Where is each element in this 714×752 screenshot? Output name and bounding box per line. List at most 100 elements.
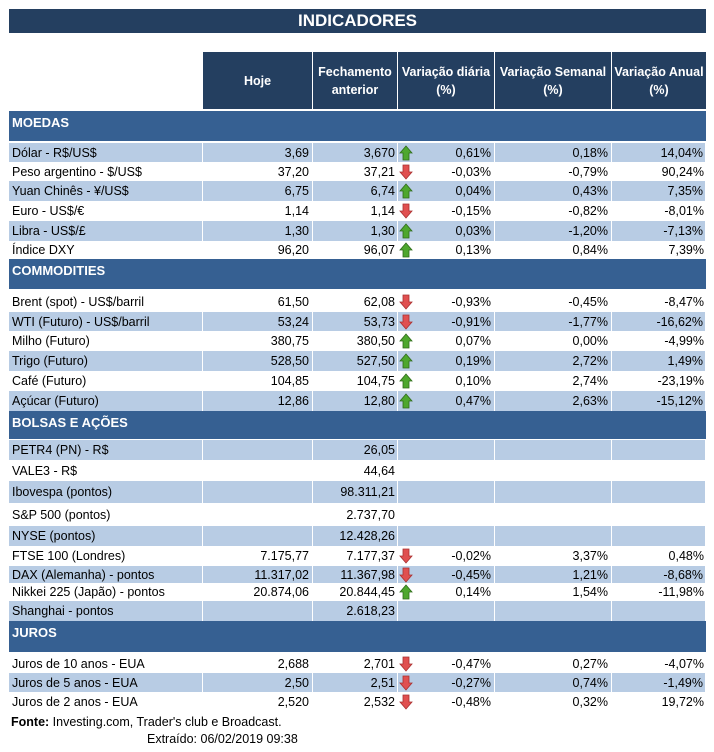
value-previous-close: 44,64 [313,460,398,481]
table-row: Euro - US$/€ 1,14 1,14 -0,15% -0,82% -8,01% [9,201,706,221]
indicator-name: Shanghai - pontos [9,601,203,621]
section-header: MOEDAS [9,111,706,142]
header-variacao-diaria: Variação diária (%) [398,52,495,109]
annual-change: 1,49% [612,351,706,371]
annual-change: -8,68% [612,566,706,583]
table-row: Índice DXY 96,20 96,07 0,13% 0,84% 7,39% [9,241,706,259]
value-today [203,440,313,460]
arrow-down-icon [399,548,413,564]
value-today [203,481,313,503]
weekly-change: 0,43% [495,181,612,201]
indicator-name: Índice DXY [9,241,203,259]
arrow-up-icon [399,223,413,239]
value-previous-close: 96,07 [313,241,398,259]
daily-change [398,601,495,621]
table-row: Brent (spot) - US$/barril 61,50 62,08 -0,93… [9,291,706,312]
annual-change: -7,13% [612,221,706,241]
page-title: INDICADORES [9,9,706,33]
indicator-name: Peso argentino - $/US$ [9,162,203,181]
value-today: 3,69 [203,143,313,162]
weekly-change: 2,63% [495,391,612,411]
indicator-name: Yuan Chinês - ¥/US$ [9,181,203,201]
weekly-change: 0,74% [495,673,612,692]
source-label: Fonte: [11,715,50,729]
annual-change: -1,49% [612,673,706,692]
indicator-name: Juros de 5 anos - EUA [9,673,203,692]
daily-change [398,460,495,481]
weekly-change: 1,54% [495,583,612,601]
value-previous-close: 2,701 [313,654,398,673]
arrow-down-icon [399,314,413,330]
indicator-name: Milho (Futuro) [9,331,203,351]
weekly-change [495,601,612,621]
arrow-down-icon [399,203,413,219]
annual-change: 90,24% [661,164,704,179]
indicator-name: Café (Futuro) [9,371,203,391]
table-row: NYSE (pontos) 12.428,26 [9,526,706,546]
value-today: 37,20 [203,162,313,181]
daily-change: 0,61% [398,143,495,162]
table-row: WTI (Futuro) - US$/barril 53,24 53,73 -0,91… [9,312,706,331]
indicator-name: Brent (spot) - US$/barril [9,291,203,312]
weekly-change [495,503,612,526]
annual-change [612,503,706,526]
value-previous-close: 7.177,37 [313,546,398,566]
indicator-name: Juros de 2 anos - EUA [9,692,203,711]
table-row: Libra - US$/£ 1,30 1,30 0,03% -1,20% -7,13% [9,221,706,241]
table-row: Juros de 2 anos - EUA 2,520 2,532 -0,48% 0,3… [9,692,706,711]
arrow-up-icon [399,144,413,160]
weekly-change: 2,74% [495,371,612,391]
daily-change: 0,19% [398,351,495,371]
daily-change: 0,10% [398,371,495,391]
value-previous-close: 1,30 [313,221,398,241]
annual-change: -8,47% [664,294,704,309]
arrow-down-icon [399,656,413,672]
daily-change: -0,47% [398,654,495,673]
value-today: 528,50 [203,351,313,371]
arrow-up-icon [399,393,413,409]
extracted-date: Extraído: 06/02/2019 09:38 [147,732,298,746]
daily-change: 0,03% [398,221,495,241]
arrow-up-icon [399,333,413,349]
value-previous-close: 62,08 [313,291,398,312]
table-row: PETR4 (PN) - R$ 26,05 [9,440,706,460]
table-row: Açúcar (Futuro) 12,86 12,80 0,47% 2,63% -15,1… [9,391,706,411]
value-today [203,601,313,621]
daily-change: 0,13% [398,241,495,259]
weekly-change: 1,21% [495,566,612,583]
value-previous-close: 2,532 [313,692,398,711]
weekly-change: -1,20% [495,221,612,241]
arrow-down-icon [399,164,413,180]
value-previous-close: 2.618,23 [313,601,398,621]
daily-change: -0,48% [398,692,495,711]
arrow-up-icon [399,584,413,600]
daily-change [398,526,495,546]
annual-change: -15,12% [612,391,706,411]
value-today: 380,75 [203,331,313,351]
arrow-down-icon [399,567,413,583]
weekly-change: -1,77% [495,312,612,331]
header-hoje: Hoje [203,52,313,109]
daily-change: 0,47% [398,391,495,411]
value-previous-close: 12.428,26 [313,526,398,546]
table-row: Juros de 5 anos - EUA 2,50 2,51 -0,27% 0,74%… [9,673,706,692]
weekly-change: -0,45% [495,291,612,312]
table-row: FTSE 100 (Londres) 7.175,77 7.177,37 -0,02%… [9,546,706,566]
annual-change: -4,99% [664,334,704,348]
daily-change: -0,27% [398,673,495,692]
section-header: COMMODITIES [9,259,706,290]
value-previous-close: 527,50 [313,351,398,371]
arrow-down-icon [399,294,413,310]
value-today: 20.874,06 [203,583,313,601]
table-row: VALE3 - R$ 44,64 [9,460,706,481]
indicator-name: Nikkei 225 (Japão) - pontos [9,583,203,601]
table-row: Shanghai - pontos 2.618,23 [9,601,706,621]
section-header: JUROS [9,621,706,653]
value-previous-close: 2.737,70 [313,503,398,526]
annual-change [612,526,706,546]
table-row: Trigo (Futuro) 528,50 527,50 0,19% 2,72% 1,49… [9,351,706,371]
value-previous-close: 3,670 [313,143,398,162]
value-today: 12,86 [203,391,313,411]
value-previous-close: 6,74 [313,181,398,201]
indicator-name: NYSE (pontos) [9,526,203,546]
